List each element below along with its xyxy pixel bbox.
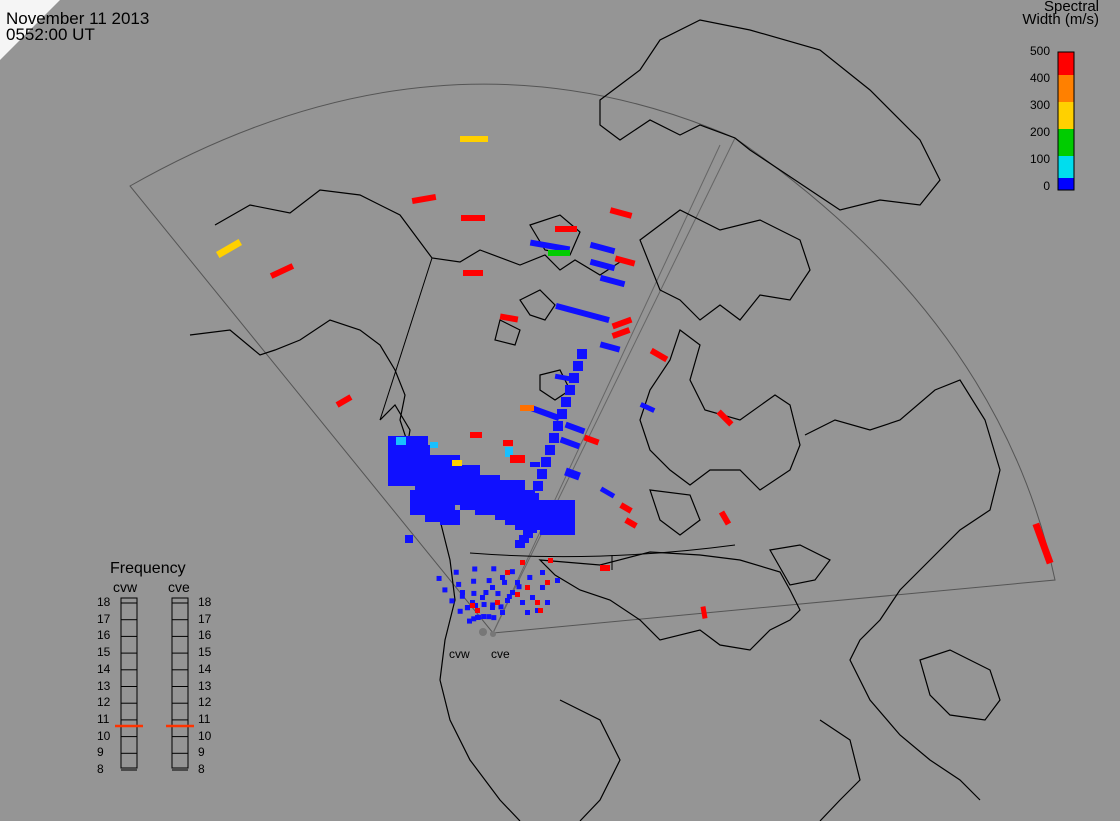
colorbar-tick: 400 — [1029, 71, 1050, 85]
frequency-tick-cve: 11 — [198, 711, 211, 726]
frequency-tick-cvw: 17 — [97, 611, 111, 626]
frequency-tick-cve: 15 — [198, 645, 212, 660]
frequency-tick-cvw: 18 — [97, 595, 111, 609]
colorbar-tick: 300 — [1029, 98, 1050, 112]
frequency-tick-cve: 12 — [198, 695, 212, 710]
frequency-bar-cve — [171, 597, 189, 769]
time-label: 0552:00 UT — [6, 25, 95, 44]
frequency-tick-cve: 10 — [198, 728, 212, 743]
colorbar-tick: 100 — [1029, 152, 1050, 166]
radar-label-cve: cve — [491, 647, 510, 661]
frequency-bar-cvw — [120, 597, 138, 769]
colorbar-tick: 500 — [1029, 44, 1050, 58]
borders — [379, 257, 736, 570]
radar-site-cve — [490, 631, 496, 637]
colorbar-title: Spectral — [1043, 0, 1099, 15]
colorbar-tick: 0 — [1043, 179, 1050, 193]
beam-line-inner — [492, 144, 721, 634]
frequency-tick-cve: 16 — [198, 628, 212, 643]
coastlines — [189, 19, 1001, 821]
corner-mark — [0, 0, 60, 60]
beam-line-west — [492, 137, 736, 634]
frequency-tick-cve: 18 — [198, 595, 212, 609]
frequency-tick-cvw: 14 — [97, 661, 111, 676]
date-label: November 11 2013 — [6, 9, 150, 28]
frequency-tick-cve: 14 — [198, 661, 212, 676]
frequency-tick-cvw: 8 — [97, 762, 104, 776]
radar-scatter — [215, 136, 1054, 624]
frequency-tick-cvw: 13 — [97, 678, 111, 693]
frequency-tick-cve: 9 — [198, 745, 205, 760]
radar-label-cvw: cvw — [449, 647, 470, 661]
frequency-tick-cve: 13 — [198, 678, 212, 693]
frequency-tick-cvw: 11 — [97, 711, 110, 726]
frequency-panel — [115, 597, 194, 771]
frequency-tick-cve: 17 — [198, 611, 212, 626]
frequency-label-cve: cve — [168, 579, 190, 595]
frequency-tick-cvw: 10 — [97, 728, 111, 743]
frequency-title: Frequency — [110, 560, 186, 577]
frequency-tick-cvw: 16 — [97, 628, 111, 643]
colorbar-units: Width (m/s) — [1022, 11, 1099, 28]
frequency-label-cvw: cvw — [113, 579, 138, 595]
radar-site-cvw — [479, 628, 487, 636]
frequency-tick-cvw: 15 — [97, 645, 111, 660]
frequency-tick-cvw: 9 — [97, 745, 104, 760]
colorbar-tick: 200 — [1029, 125, 1050, 139]
frequency-tick-cve: 8 — [198, 762, 205, 776]
colorbar — [1057, 51, 1075, 191]
field-of-view-outline — [129, 83, 1056, 634]
frequency-tick-cvw: 12 — [97, 695, 111, 710]
